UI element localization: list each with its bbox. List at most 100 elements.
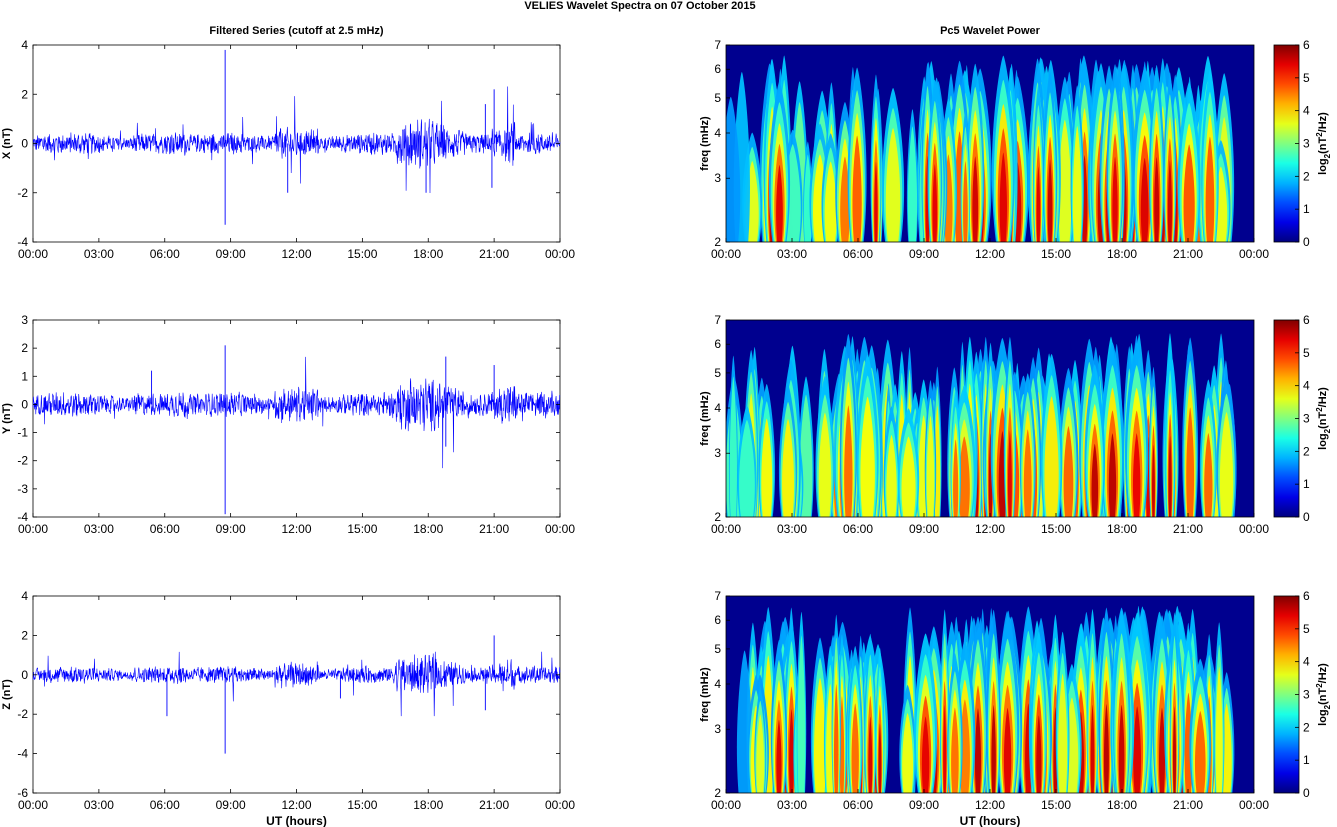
power-blob — [926, 415, 935, 517]
power-blob — [1063, 426, 1074, 517]
y-tick-label: -1 — [17, 426, 28, 440]
x-axis-label: UT (hours) — [960, 814, 1021, 827]
colorbar-tick-label: 5 — [1303, 71, 1310, 85]
power-blob — [874, 161, 878, 242]
power-blob — [951, 707, 959, 793]
panel-title: Filtered Series (cutoff at 2.5 mHz) — [209, 25, 384, 37]
x-tick-label: 15:00 — [1041, 522, 1071, 536]
colorbar-label-part: /Hz) — [1317, 387, 1329, 408]
power-blob — [921, 716, 930, 793]
x-tick-label: 03:00 — [777, 247, 807, 261]
x-tick-label: 03:00 — [84, 522, 114, 536]
x-tick-label: 00:00 — [545, 247, 575, 261]
y-tick-label: -6 — [17, 786, 28, 800]
y-tick-label: 5 — [714, 642, 721, 656]
x-tick-label: 06:00 — [150, 522, 180, 536]
power-blob — [1204, 433, 1213, 517]
y-tick-label: 6 — [714, 337, 721, 351]
colorbar-tick-label: 3 — [1303, 412, 1310, 426]
y-axis-label: freq (mHz) — [699, 116, 711, 171]
x-tick-label: 21:00 — [1173, 247, 1203, 261]
x-tick-label: 00:00 — [545, 522, 575, 536]
x-tick-label: 00:00 — [1239, 522, 1269, 536]
y-tick-label: 2 — [21, 87, 28, 101]
power-blob — [972, 156, 979, 242]
colorbar — [1273, 44, 1300, 243]
x-tick-label: 06:00 — [843, 798, 873, 812]
colorbar-tick-label: 2 — [1303, 169, 1310, 183]
colorbar-tick-label: 4 — [1303, 379, 1310, 393]
x-tick-label: 09:00 — [216, 798, 246, 812]
colorbar-label-part: /Hz) — [1317, 112, 1329, 133]
x-tick-label: 15:00 — [347, 522, 377, 536]
x-tick-label: 00:00 — [711, 247, 741, 261]
y-axis-label: X (nT) — [1, 128, 13, 159]
power-blob — [1194, 711, 1206, 793]
power-blob — [833, 684, 839, 793]
figure-title: VELIES Wavelet Spectra on 07 October 201… — [524, 0, 755, 12]
power-blob — [1219, 412, 1234, 517]
colorbar-tick-label: 0 — [1303, 235, 1310, 249]
y-tick-label: -4 — [17, 747, 28, 761]
y-tick-label: 6 — [714, 62, 721, 76]
x-tick-label: 21:00 — [479, 798, 509, 812]
x-tick-label: 09:00 — [909, 522, 939, 536]
power-blob — [902, 713, 914, 793]
x-tick-label: 06:00 — [843, 522, 873, 536]
y-tick-label: 2 — [714, 235, 721, 249]
power-blob — [1044, 396, 1059, 517]
x-tick-label: 09:00 — [909, 798, 939, 812]
colorbar-tick-label: 5 — [1303, 346, 1310, 360]
power-blob — [963, 161, 968, 242]
colorbar-label-part: 2 — [1315, 407, 1324, 412]
plot-frame — [32, 319, 561, 518]
y-tick-label: 4 — [21, 589, 28, 603]
power-blob — [1007, 430, 1012, 517]
x-tick-label: 15:00 — [1041, 247, 1071, 261]
power-blob — [1133, 706, 1142, 793]
colorbar-label-part: log — [1317, 433, 1329, 450]
power-blob — [1058, 119, 1072, 242]
x-tick-label: 15:00 — [347, 247, 377, 261]
colorbar-label-part: 2 — [1323, 704, 1332, 709]
colorbar — [1273, 595, 1300, 794]
y-tick-label: 3 — [21, 313, 28, 327]
x-tick-label: 00:00 — [711, 522, 741, 536]
x-tick-label: 18:00 — [413, 798, 443, 812]
x-tick-label: 21:00 — [1173, 522, 1203, 536]
power-blob — [1154, 157, 1160, 242]
x-tick-label: 18:00 — [1107, 798, 1137, 812]
power-blob — [1167, 160, 1172, 242]
x-tick-label: 18:00 — [1107, 522, 1137, 536]
y-tick-label: -2 — [17, 186, 28, 200]
colorbar-label-part: 2 — [1323, 428, 1332, 433]
y-tick-label: 2 — [21, 628, 28, 642]
power-blob — [991, 705, 996, 793]
colorbar — [1273, 319, 1300, 518]
x-tick-label: 15:00 — [347, 798, 377, 812]
colorbar-label-part: (nT — [1317, 412, 1329, 429]
power-blob — [901, 436, 916, 517]
x-tick-label: 00:00 — [18, 247, 48, 261]
y-tick-label: 0 — [21, 137, 28, 151]
colorbar-tick-label: 0 — [1303, 786, 1310, 800]
colorbar-tick-label: 4 — [1303, 655, 1310, 669]
y-tick-label: 0 — [21, 668, 28, 682]
y-tick-label: 4 — [714, 677, 721, 691]
power-blob — [1172, 706, 1177, 793]
y-tick-label: -3 — [17, 482, 28, 496]
y-tick-label: 2 — [714, 510, 721, 524]
data-trace — [32, 651, 561, 717]
power-blob — [1186, 407, 1195, 517]
power-blob — [776, 719, 782, 793]
colorbar-label-part: 2 — [1315, 683, 1324, 688]
power-blob — [1036, 715, 1042, 793]
x-tick-label: 03:00 — [84, 247, 114, 261]
power-blob — [739, 419, 755, 517]
x-tick-label: 00:00 — [1239, 247, 1269, 261]
y-tick-label: 5 — [714, 366, 721, 380]
x-tick-label: 00:00 — [1239, 798, 1269, 812]
power-blob — [782, 419, 795, 517]
x-tick-label: 12:00 — [281, 247, 311, 261]
x-tick-label: 00:00 — [18, 798, 48, 812]
